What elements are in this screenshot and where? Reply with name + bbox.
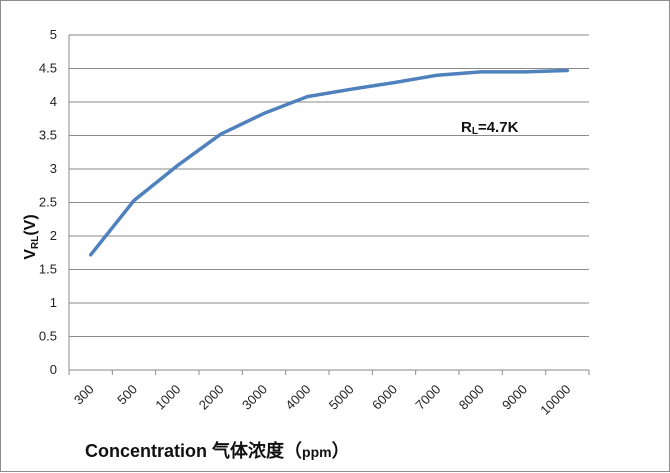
y-tick-label: 2 [50, 228, 57, 243]
x-tick-label: 8000 [456, 382, 487, 413]
y-tick-label: 2.5 [39, 195, 57, 210]
y-tick-label: 1 [50, 295, 57, 310]
load-resistance-annotation: RL=4.7K [461, 119, 519, 137]
x-tick-label: 9000 [499, 382, 530, 413]
x-tick-label: 2000 [196, 382, 227, 413]
y-tick-label: 3 [50, 161, 57, 176]
x-tick-label: 1000 [152, 382, 183, 413]
y-tick-labels: 0 0.5 1 1.5 2 2.5 3 3.5 4 4.5 5 [39, 27, 57, 377]
x-tick-label: 500 [114, 382, 140, 408]
grid-lines [69, 35, 589, 370]
x-tick-marks [69, 370, 589, 375]
x-tick-label: 300 [71, 382, 97, 408]
y-tick-label: 0.5 [39, 329, 57, 344]
y-tick-label: 1.5 [39, 262, 57, 277]
y-tick-label: 5 [50, 27, 57, 42]
x-tick-labels: 300 500 1000 2000 3000 4000 5000 6000 7000 8000 90… [71, 382, 574, 418]
x-tick-label: 7000 [412, 382, 443, 413]
x-tick-label: 6000 [369, 382, 400, 413]
x-tick-label: 3000 [239, 382, 270, 413]
series-group [91, 70, 568, 254]
series-line [91, 71, 568, 255]
y-tick-label: 3.5 [39, 128, 57, 143]
x-axis-label: Concentration 气体浓度（ppm） [85, 440, 350, 461]
y-tick-label: 4 [50, 94, 57, 109]
x-tick-label: 5000 [326, 382, 357, 413]
y-tick-label: 4.5 [39, 61, 57, 76]
y-tick-label: 0 [50, 362, 57, 377]
x-tick-label: 10000 [537, 382, 573, 418]
y-axis-label: VRL(V) [22, 214, 41, 259]
x-tick-label: 4000 [282, 382, 313, 413]
